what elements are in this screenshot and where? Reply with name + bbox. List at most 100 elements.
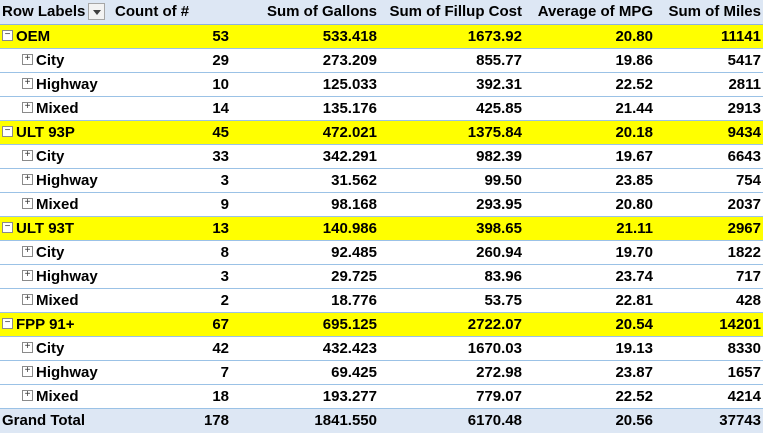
- child-row: + City 33 342.291 982.39 19.67 6643: [0, 144, 763, 169]
- child-miles: 1822: [655, 240, 763, 265]
- expand-icon[interactable]: +: [22, 342, 33, 354]
- child-label: Highway: [36, 363, 98, 381]
- group-gallons: 140.986: [231, 216, 379, 241]
- child-mpg: 23.85: [524, 168, 655, 193]
- expand-icon[interactable]: +: [22, 150, 33, 162]
- child-label-cell: + Mixed: [0, 288, 113, 313]
- child-label-cell: + Mixed: [0, 384, 113, 409]
- group-count: 13: [113, 216, 231, 241]
- child-label-cell: + City: [0, 144, 113, 169]
- child-label: City: [36, 147, 65, 165]
- child-fillup-cost: 272.98: [379, 360, 524, 385]
- expand-icon[interactable]: +: [22, 78, 33, 90]
- child-count: 3: [113, 168, 231, 193]
- child-mpg: 19.70: [524, 240, 655, 265]
- child-gallons: 342.291: [231, 144, 379, 169]
- collapse-icon[interactable]: −: [2, 126, 13, 138]
- expand-icon[interactable]: +: [22, 294, 33, 306]
- child-label: City: [36, 51, 65, 69]
- child-miles: 754: [655, 168, 763, 193]
- child-mpg: 21.44: [524, 96, 655, 121]
- group-fillup-cost: 1375.84: [379, 120, 524, 145]
- child-label: Highway: [36, 75, 98, 93]
- group-label-cell: − ULT 93T: [0, 216, 113, 241]
- child-fillup-cost: 425.85: [379, 96, 524, 121]
- group-miles: 9434: [655, 120, 763, 145]
- collapse-icon[interactable]: −: [2, 318, 13, 330]
- row-labels-filter-button[interactable]: [88, 2, 106, 20]
- group-label-cell: − OEM: [0, 24, 113, 49]
- group-gallons: 472.021: [231, 120, 379, 145]
- group-label-cell: − ULT 93P: [0, 120, 113, 145]
- pivot-body: − OEM 53 533.418 1673.92 20.80 11141 + City 29 273…: [0, 24, 763, 409]
- expand-icon[interactable]: +: [22, 174, 33, 186]
- expand-icon[interactable]: +: [22, 198, 33, 210]
- child-row: + Mixed 18 193.277 779.07 22.52 4214: [0, 384, 763, 409]
- child-miles: 2811: [655, 72, 763, 97]
- child-count: 2: [113, 288, 231, 313]
- group-mpg: 20.18: [524, 120, 655, 145]
- grand-total-fillup-cost: 6170.48: [379, 407, 524, 433]
- child-miles: 1657: [655, 360, 763, 385]
- child-gallons: 69.425: [231, 360, 379, 385]
- grand-total-label: Grand Total: [0, 407, 113, 433]
- child-row: + Highway 3 29.725 83.96 23.74 717: [0, 264, 763, 289]
- group-mpg: 20.54: [524, 312, 655, 337]
- child-row: + Mixed 2 18.776 53.75 22.81 428: [0, 288, 763, 313]
- expand-icon[interactable]: +: [22, 102, 33, 114]
- child-mpg: 22.52: [524, 384, 655, 409]
- group-fillup-cost: 2722.07: [379, 312, 524, 337]
- expand-icon[interactable]: +: [22, 54, 33, 66]
- child-fillup-cost: 99.50: [379, 168, 524, 193]
- child-row: + City 29 273.209 855.77 19.86 5417: [0, 48, 763, 73]
- child-label-cell: + City: [0, 240, 113, 265]
- collapse-icon[interactable]: −: [2, 222, 13, 234]
- child-miles: 717: [655, 264, 763, 289]
- child-miles: 2913: [655, 96, 763, 121]
- group-mpg: 20.80: [524, 24, 655, 49]
- header-miles: Sum of Miles: [655, 0, 763, 25]
- child-count: 8: [113, 240, 231, 265]
- child-label: City: [36, 243, 65, 261]
- child-label-cell: + City: [0, 48, 113, 73]
- group-row: − FPP 91+ 67 695.125 2722.07 20.54 14201: [0, 312, 763, 337]
- expand-icon[interactable]: +: [22, 246, 33, 258]
- child-label: Mixed: [36, 195, 79, 213]
- child-label-cell: + Highway: [0, 264, 113, 289]
- child-count: 3: [113, 264, 231, 289]
- child-label-cell: + Highway: [0, 360, 113, 385]
- child-fillup-cost: 779.07: [379, 384, 524, 409]
- child-gallons: 29.725: [231, 264, 379, 289]
- expand-icon[interactable]: +: [22, 366, 33, 378]
- child-count: 14: [113, 96, 231, 121]
- grand-total-gallons: 1841.550: [231, 407, 379, 433]
- child-gallons: 125.033: [231, 72, 379, 97]
- child-count: 7: [113, 360, 231, 385]
- child-fillup-cost: 1670.03: [379, 336, 524, 361]
- child-mpg: 22.81: [524, 288, 655, 313]
- grand-total-mpg: 20.56: [524, 407, 655, 433]
- expand-icon[interactable]: +: [22, 270, 33, 282]
- child-mpg: 19.13: [524, 336, 655, 361]
- expand-icon[interactable]: +: [22, 390, 33, 402]
- child-mpg: 23.74: [524, 264, 655, 289]
- group-label: ULT 93T: [16, 219, 75, 237]
- child-gallons: 135.176: [231, 96, 379, 121]
- child-label: Mixed: [36, 291, 79, 309]
- child-mpg: 23.87: [524, 360, 655, 385]
- grand-total-row: Grand Total 178 1841.550 6170.48 20.56 3…: [0, 407, 763, 433]
- child-fillup-cost: 260.94: [379, 240, 524, 265]
- child-label-cell: + Highway: [0, 168, 113, 193]
- group-label: ULT 93P: [16, 123, 75, 141]
- group-label-cell: − FPP 91+: [0, 312, 113, 337]
- child-label: Highway: [36, 171, 98, 189]
- child-label-cell: + Highway: [0, 72, 113, 97]
- group-gallons: 695.125: [231, 312, 379, 337]
- collapse-icon[interactable]: −: [2, 30, 13, 42]
- group-row: − OEM 53 533.418 1673.92 20.80 11141: [0, 24, 763, 49]
- group-fillup-cost: 398.65: [379, 216, 524, 241]
- child-count: 10: [113, 72, 231, 97]
- child-mpg: 22.52: [524, 72, 655, 97]
- group-miles: 2967: [655, 216, 763, 241]
